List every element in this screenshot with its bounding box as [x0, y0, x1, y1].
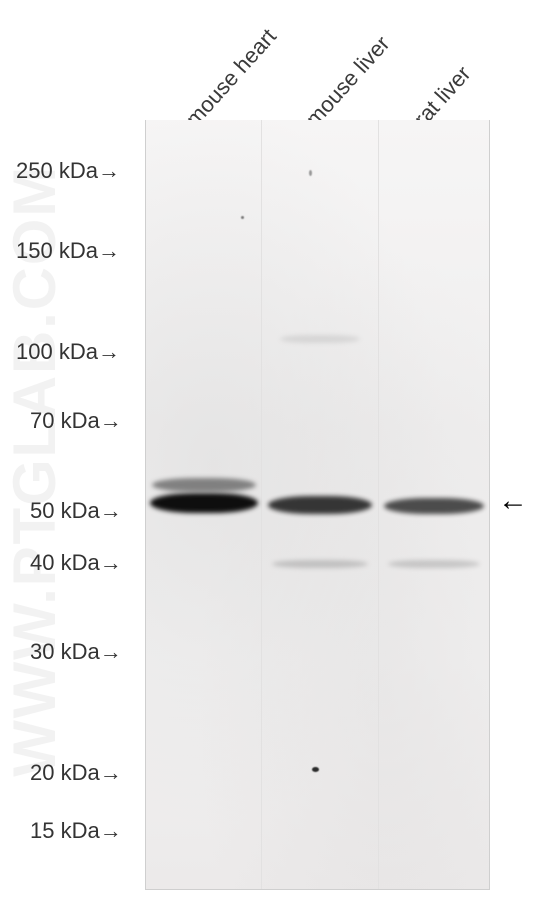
- band: [152, 478, 256, 492]
- marker-arrow-icon: →: [100, 818, 120, 843]
- marker-text: 150 kDa: [16, 238, 98, 263]
- marker-text: 100 kDa: [16, 339, 98, 364]
- band-faint: [280, 335, 360, 343]
- speck: [309, 170, 312, 176]
- marker-label: 150 kDa→: [16, 238, 118, 264]
- marker-text: 20 kDa: [30, 760, 100, 785]
- blot-area: [145, 120, 490, 890]
- lane-divider: [378, 120, 379, 889]
- marker-arrow-icon: →: [98, 339, 118, 364]
- speck: [312, 767, 319, 772]
- marker-arrow-icon: →: [100, 760, 120, 785]
- lane-label-text: mouse liver: [301, 31, 395, 131]
- marker-label: 70 kDa→: [30, 408, 120, 434]
- band: [384, 498, 484, 514]
- speck: [241, 216, 244, 219]
- marker-label: 50 kDa→: [30, 498, 120, 524]
- marker-label: 40 kDa→: [30, 550, 120, 576]
- band: [150, 493, 258, 513]
- pointer-arrow-glyph: ←: [498, 484, 528, 517]
- marker-text: 50 kDa: [30, 498, 100, 523]
- marker-text: 40 kDa: [30, 550, 100, 575]
- marker-text: 15 kDa: [30, 818, 100, 843]
- marker-label: 250 kDa→: [16, 158, 118, 184]
- marker-arrow-icon: →: [98, 158, 118, 183]
- blot-figure: WWW.PTGLAB.COM mouse heart mouse liver r…: [0, 0, 560, 903]
- lane-divider: [261, 120, 262, 889]
- lane-label: mouse heart: [181, 24, 282, 132]
- lane-label: mouse liver: [301, 31, 396, 132]
- marker-text: 70 kDa: [30, 408, 100, 433]
- marker-text: 30 kDa: [30, 639, 100, 664]
- lane-label-text: mouse heart: [181, 24, 281, 132]
- marker-label: 20 kDa→: [30, 760, 120, 786]
- marker-label: 15 kDa→: [30, 818, 120, 844]
- band-faint: [272, 560, 368, 568]
- marker-arrow-icon: →: [100, 498, 120, 523]
- marker-arrow-icon: →: [100, 408, 120, 433]
- band: [268, 496, 372, 514]
- marker-arrow-icon: →: [100, 550, 120, 575]
- pointer-arrow-icon: ←: [498, 484, 528, 518]
- marker-label: 30 kDa→: [30, 639, 120, 665]
- band-faint: [388, 560, 480, 568]
- marker-label: 100 kDa→: [16, 339, 118, 365]
- marker-arrow-icon: →: [100, 639, 120, 664]
- marker-text: 250 kDa: [16, 158, 98, 183]
- marker-arrow-icon: →: [98, 238, 118, 263]
